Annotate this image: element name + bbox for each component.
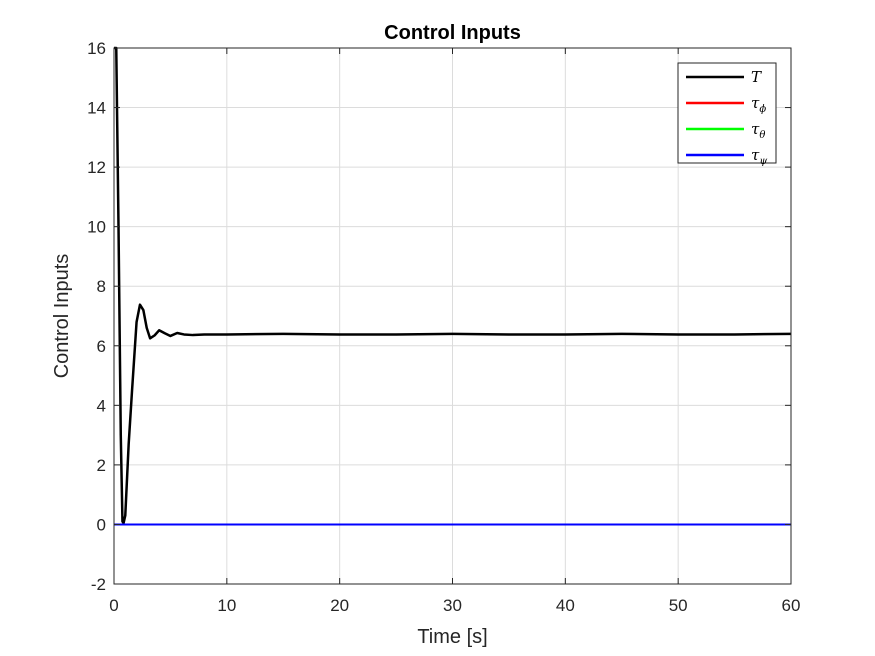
series-layer [114,46,792,526]
x-tick-label: 40 [556,596,575,615]
legend: Tτϕ τθ τψ [677,62,777,167]
y-tick-label: 0 [97,515,106,534]
y-tick-label: -2 [91,575,106,594]
x-tick-label: 60 [782,596,801,615]
series-line-0 [114,46,792,525]
y-tick-label: 12 [87,158,106,177]
y-tick-label: 16 [87,39,106,58]
x-tick-label: 30 [443,596,462,615]
legend-entry-label: τθ [751,120,765,141]
x-axis-label: Time [s] [417,626,487,648]
y-tick-label: 4 [97,396,106,415]
y-tick-label: 2 [97,456,106,475]
y-tick-label: 10 [87,218,106,237]
y-tick-label: 8 [97,277,106,296]
y-tick-label: 14 [87,99,106,118]
x-tick-label: 0 [109,596,118,615]
y-tick-label: 6 [97,337,106,356]
legend-entry-label: T [751,68,762,86]
chart-title: Control Inputs [384,22,521,44]
x-tick-label: 10 [217,596,236,615]
legend-entry-label: τϕ [751,94,766,115]
legend-box [677,62,777,164]
x-tick-label: 50 [669,596,688,615]
legend-entry-label: τψ [751,146,767,167]
x-tick-label: 20 [330,596,349,615]
y-axis-label: Control Inputs [51,254,73,379]
